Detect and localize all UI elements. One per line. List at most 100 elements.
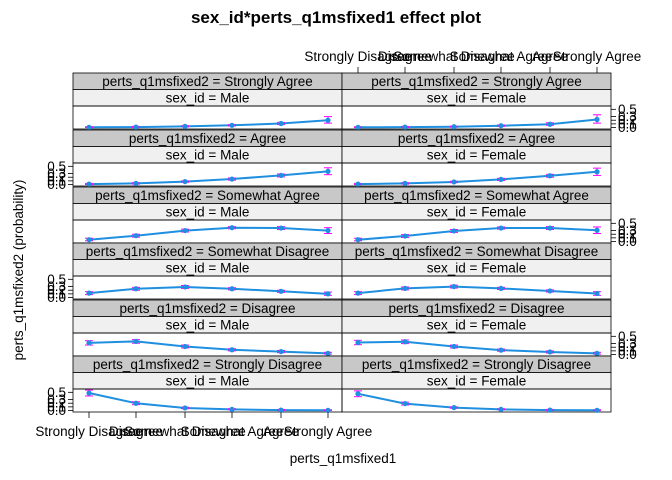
effect-point — [547, 349, 553, 355]
effect-point — [355, 124, 361, 130]
y-tick-label: 0.5 — [47, 272, 66, 287]
y-tick-label: 0.2 — [47, 170, 66, 185]
y-tick-label: 0.0 — [47, 177, 66, 192]
panel-4: perts_q1msfixed2 = Agree sex_id = Female — [341, 129, 612, 187]
effect-point — [325, 168, 331, 175]
panel-3: perts_q1msfixed2 = Agree sex_id = Male 0.0… — [47, 129, 343, 192]
y-tick-label: 0.3 — [47, 166, 66, 181]
x-tick-label-bottom: Somewhat Agree — [181, 424, 284, 439]
y-tick-label: 0.1 — [47, 286, 66, 301]
sex-strip-label: sex_id = Female — [427, 374, 526, 389]
y-tick-label: 0.1 — [47, 399, 66, 414]
effect-line — [88, 119, 329, 129]
panel-frame — [341, 105, 612, 130]
x-tick-label-top: Strongly Disagree — [304, 49, 411, 64]
effect-line — [357, 285, 598, 295]
effect-line — [357, 118, 598, 129]
effect-point — [86, 390, 92, 396]
outcome-strip-label: perts_q1msfixed2 = Somewhat Agree — [364, 188, 589, 203]
panel-9: perts_q1msfixed2 = Disagree sex_id = Male — [72, 299, 343, 357]
effect-point — [229, 286, 235, 292]
effect-point — [133, 400, 139, 406]
effect-line — [357, 392, 598, 412]
outcome-strip-label: perts_q1msfixed2 = Disagree — [389, 301, 565, 316]
sex-strip-label: sex_id = Female — [427, 148, 526, 163]
effect-point — [86, 124, 92, 130]
y-tick-label: 0.3 — [618, 336, 637, 351]
effect-point — [547, 173, 553, 179]
outcome-strip-label: perts_q1msfixed2 = Agree — [129, 131, 286, 146]
sex-strip-label: sex_id = Male — [166, 261, 250, 276]
effect-point — [86, 237, 92, 243]
effect-line — [88, 170, 329, 186]
y-tick-label: 0.5 — [618, 216, 637, 231]
y-tick-label: 0.2 — [618, 113, 637, 128]
effect-point — [594, 169, 600, 175]
effect-point — [278, 225, 284, 231]
x-tick-label-bottom: Agree — [263, 424, 299, 439]
effect-point — [402, 339, 408, 345]
y-tick-label: 0.1 — [618, 116, 637, 131]
y-tick-label: 0.2 — [618, 340, 637, 355]
effect-point — [498, 285, 504, 292]
effect-point — [594, 350, 600, 357]
effect-point — [278, 348, 284, 355]
panel-frame — [341, 219, 612, 244]
effect-point — [325, 407, 331, 413]
effect-point — [133, 233, 139, 239]
effect-point — [86, 181, 92, 187]
panel-1: perts_q1msfixed2 = Strongly Agree sex_id … — [72, 72, 343, 130]
effect-point — [402, 233, 408, 239]
effect-point — [402, 180, 408, 187]
x-tick-label-bottom: Strongly Disagree — [35, 424, 142, 439]
y-tick-label: 0.5 — [618, 329, 637, 344]
outcome-strip-label: perts_q1msfixed2 = Somewhat Disagree — [355, 244, 599, 259]
outcome-strip-label: perts_q1msfixed2 = Strongly Agree — [102, 74, 313, 89]
effect-point — [229, 347, 235, 353]
y-tick-label: 0.3 — [47, 279, 66, 294]
outcome-strip-label: perts_q1msfixed2 = Strongly Agree — [371, 74, 582, 89]
effect-point — [133, 286, 139, 292]
effect-point — [325, 350, 331, 357]
effect-point — [547, 121, 553, 127]
x-tick-label-top: Agree — [532, 49, 568, 64]
outcome-strip-label: perts_q1msfixed2 = Strongly Disagree — [362, 357, 591, 372]
effect-point — [325, 291, 331, 297]
y-tick-label: 0.3 — [47, 392, 66, 407]
y-tick-label: 0.1 — [47, 173, 66, 188]
effect-line — [357, 170, 598, 186]
effect-point — [182, 178, 188, 185]
outcome-strip-label: perts_q1msfixed2 = Strongly Disagree — [93, 357, 322, 372]
effect-point — [498, 406, 504, 413]
effect-point — [451, 404, 457, 411]
x-tick-label-top: Somewhat Disagree — [393, 49, 515, 64]
panel-frame — [72, 219, 343, 244]
y-tick-label: 0.5 — [47, 159, 66, 174]
x-tick-label-bottom: Disagree — [109, 424, 163, 439]
sex-strip-label: sex_id = Male — [166, 148, 250, 163]
sex-strip-label: sex_id = Female — [427, 91, 526, 106]
y-axis-label: perts_q1msfixed2 (probability) — [11, 180, 26, 361]
panel-7: perts_q1msfixed2 = Somewhat Disagree sex_… — [47, 242, 343, 305]
effect-point — [229, 225, 235, 231]
effect-point — [402, 400, 408, 407]
effect-line — [357, 227, 598, 241]
effect-point — [355, 290, 361, 296]
effect-point — [355, 181, 361, 187]
outcome-strip-label: perts_q1msfixed2 = Agree — [398, 131, 555, 146]
effect-point — [182, 284, 188, 290]
y-tick-label: 0.0 — [618, 234, 637, 249]
x-tick-label-bottom: Somewhat Disagree — [124, 424, 246, 439]
effect-point — [133, 338, 139, 345]
y-tick-label: 0.2 — [47, 396, 66, 411]
x-tick-label-top: Strongly Agree — [553, 49, 642, 64]
y-tick-label: 0.3 — [618, 109, 637, 124]
effect-point — [451, 179, 457, 185]
effect-point — [229, 122, 235, 128]
sex-strip-label: sex_id = Female — [427, 261, 526, 276]
effect-point — [355, 237, 361, 243]
y-tick-label: 0.0 — [47, 290, 66, 305]
x-tick-label-bottom: Strongly Agree — [284, 424, 373, 439]
